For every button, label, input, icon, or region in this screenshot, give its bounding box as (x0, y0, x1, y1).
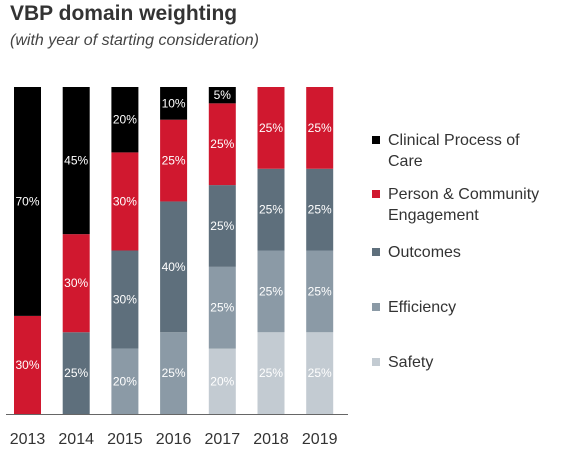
bar-segment (257, 250, 285, 333)
legend-swatch (372, 248, 380, 256)
bar-segment (257, 87, 285, 169)
legend-label: Outcomes (388, 244, 461, 261)
bar-data-label: 25% (162, 366, 186, 380)
legend-swatch (372, 190, 380, 198)
bar-data-label: 20% (113, 374, 137, 388)
bar-data-label: 70% (15, 194, 39, 208)
bar-segment (111, 250, 139, 349)
bar-data-label: 25% (308, 203, 332, 217)
legend-item: Safety (372, 352, 567, 373)
bar-segment (160, 119, 188, 202)
chart-title: VBP domain weighting (10, 2, 238, 25)
bar-segment (257, 168, 285, 251)
bar-segment (160, 201, 188, 333)
bar-data-label: 25% (308, 121, 332, 135)
bar-segment (160, 87, 188, 120)
legend-item: Clinical Process of Care (372, 130, 567, 172)
legend-swatch (372, 136, 380, 144)
bar-data-label: 5% (214, 88, 232, 102)
bar-segment (111, 152, 139, 251)
chart-subtitle: (with year of starting consideration) (10, 32, 259, 49)
legend-swatch (372, 358, 380, 366)
bar-data-label: 20% (113, 113, 137, 127)
bar-data-label: 25% (259, 284, 283, 298)
bar-data-label: 30% (15, 358, 39, 372)
bar-data-label: 30% (113, 293, 137, 307)
legend-label: Person & Community Engagement (388, 186, 540, 224)
x-tick-label: 2019 (302, 431, 338, 448)
bar-data-label: 40% (162, 260, 186, 274)
bar-data-label: 25% (259, 121, 283, 135)
bar-data-label: 25% (308, 284, 332, 298)
bar-segment (257, 332, 285, 414)
bar-data-label: 10% (162, 96, 186, 110)
x-tick-label: 2013 (10, 431, 46, 448)
bar-data-label: 25% (308, 366, 332, 380)
bar-segment (208, 185, 236, 267)
legend-label: Safety (388, 354, 434, 371)
x-tick-label: 2017 (205, 431, 241, 448)
bar-data-label: 25% (210, 219, 234, 233)
bar-segment (208, 103, 236, 186)
bar-segment (111, 348, 139, 414)
bar-segment (160, 332, 188, 414)
x-tick-label: 2014 (58, 431, 94, 448)
bar-segment (306, 332, 334, 414)
bar-segment (306, 168, 334, 251)
x-tick-label: 2018 (253, 431, 289, 448)
legend-item: Outcomes (372, 242, 567, 263)
legend-item: Person & Community Engagement (372, 184, 567, 226)
x-tick-label: 2016 (156, 431, 192, 448)
bar-segment (208, 266, 236, 349)
bar-data-label: 25% (162, 154, 186, 168)
legend-item: Efficiency (372, 297, 567, 318)
bar-segment (14, 315, 41, 414)
bar-data-label: 25% (259, 366, 283, 380)
legend-label: Efficiency (388, 299, 457, 316)
bar-segment (14, 87, 41, 316)
bar-segment (208, 348, 236, 414)
bar-data-label: 45% (64, 154, 88, 168)
stacked-bar-chart: 30% 70% 2013 25% 30% 45% 2014 20% 30% 30% 20% 2015 2… (6, 87, 348, 448)
bar-segment (62, 332, 90, 414)
bar-segment (306, 87, 334, 169)
bar-data-label: 25% (64, 366, 88, 380)
legend-swatch (372, 303, 380, 311)
bar-data-label: 30% (113, 194, 137, 208)
bar-data-label: 25% (210, 301, 234, 315)
bar-segment (111, 87, 139, 153)
bar-data-label: 25% (210, 137, 234, 151)
bar-segment (62, 87, 90, 235)
bar-data-label: 20% (210, 374, 234, 388)
bar-data-label: 25% (259, 203, 283, 217)
legend-label: Clinical Process of Care (388, 132, 520, 170)
bar-segment (306, 250, 334, 333)
bar-segment (208, 87, 236, 104)
bar-segment (62, 234, 90, 333)
bar-data-label: 30% (64, 276, 88, 290)
x-tick-label: 2015 (107, 431, 143, 448)
